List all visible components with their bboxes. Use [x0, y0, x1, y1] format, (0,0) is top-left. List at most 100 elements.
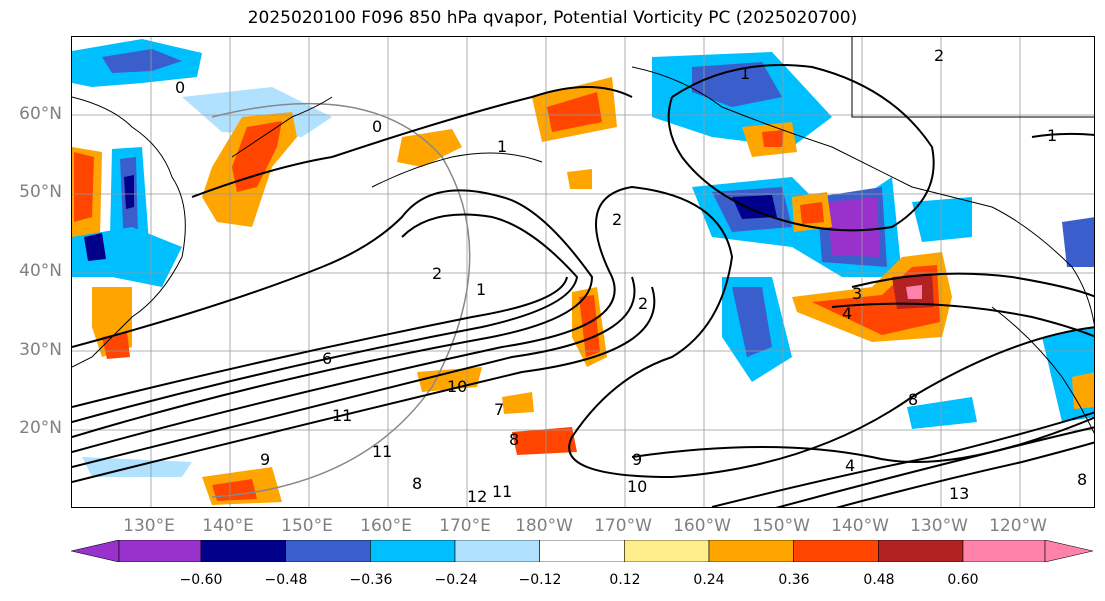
shade-blue — [907, 397, 977, 429]
shade-blue-dark — [732, 287, 772, 357]
shade-blue-dark — [692, 62, 782, 107]
shade-navy — [124, 175, 134, 209]
colorbar-tick: 0.60 — [947, 572, 979, 588]
shade-red — [800, 202, 824, 224]
contour-label: 0 — [175, 78, 185, 97]
lon-label-130e: 130°E — [123, 516, 175, 536]
contour-label: 13 — [949, 484, 969, 503]
contour-label: 2 — [612, 210, 622, 229]
lon-label-140e: 140°E — [202, 516, 254, 536]
lon-label-170e: 170°E — [439, 516, 491, 536]
contour-labels: 1 2 0 2 1 0 1 2 3 4 1 6 10 11 9 7 8 9 10… — [175, 46, 1087, 506]
colorbar-tick: 0.12 — [609, 572, 641, 588]
contour-label: 8 — [908, 390, 918, 409]
graticule — [72, 37, 1094, 507]
lon-label-180w: 180°W — [515, 516, 573, 536]
lat-label-20n: 20°N — [19, 418, 62, 438]
colorbar-tick: 0.24 — [693, 572, 725, 588]
lat-label-60n: 60°N — [19, 104, 62, 124]
coastlines — [72, 37, 1094, 434]
shade-blue — [912, 197, 972, 242]
colorbar-segment — [962, 540, 1046, 562]
colorbar-tick: −0.24 — [434, 572, 478, 588]
contour-label: 4 — [842, 304, 852, 323]
contour-label: 10 — [627, 477, 647, 496]
contour-label: 0 — [372, 117, 382, 136]
colorbar-segment — [285, 540, 371, 562]
lon-label-160e: 160°E — [360, 516, 412, 536]
contour-label: 9 — [632, 450, 642, 469]
lon-label-120w: 120°W — [989, 516, 1047, 536]
contour-label: 1 — [740, 64, 750, 83]
lon-label-160w: 160°W — [673, 516, 731, 536]
lon-label-170w: 170°W — [594, 516, 652, 536]
colorbar-extend-high — [1044, 540, 1093, 562]
contour-label: 1 — [1047, 126, 1057, 145]
contour-label: 6 — [322, 349, 332, 368]
colorbar-segment — [200, 540, 286, 562]
lat-label-50n: 50°N — [19, 182, 62, 202]
shade-red — [547, 92, 602, 132]
lon-label-150w: 150°W — [752, 516, 810, 536]
colorbar-segment — [118, 540, 202, 562]
shade-pink — [906, 285, 922, 299]
contour-label: 8 — [412, 474, 422, 493]
lon-label-150e: 150°E — [281, 516, 333, 536]
colorbar-tick: −0.12 — [518, 572, 562, 588]
contour-label: 8 — [1077, 470, 1087, 489]
shade-orange — [502, 392, 534, 414]
lon-label-140w: 140°W — [831, 516, 889, 536]
shade-red — [74, 152, 94, 222]
shade-red — [232, 121, 282, 192]
colorbar — [71, 540, 1093, 562]
contour-label: 10 — [447, 377, 467, 396]
shade-red — [102, 332, 130, 359]
contour-label: 2 — [638, 294, 648, 313]
colorbar-tick: −0.36 — [349, 572, 393, 588]
shade-red — [762, 130, 784, 147]
contour-label: 11 — [372, 442, 392, 461]
contour-label: 12 — [467, 487, 487, 506]
colorbar-segment — [454, 540, 540, 562]
colorbar-segment — [370, 540, 456, 562]
contour-label: 11 — [332, 406, 352, 425]
colorbar-segment — [708, 540, 794, 562]
shade-orange — [567, 169, 592, 189]
contour-label: 3 — [852, 284, 862, 303]
lat-label-30n: 30°N — [19, 340, 62, 360]
contour-label: 8 — [509, 430, 519, 449]
colorbar-tick: −0.60 — [179, 572, 223, 588]
shaded-fields — [72, 39, 1094, 505]
colorbar-segment — [878, 540, 964, 562]
shade-purple — [827, 197, 880, 257]
colorbar-segment — [624, 540, 710, 562]
colorbar-segment — [539, 540, 625, 562]
pv-contours — [72, 64, 1094, 507]
shade-navy — [732, 195, 777, 219]
shade-navy — [84, 233, 106, 261]
colorbar-extend-low — [71, 540, 120, 562]
colorbar-tick: 0.48 — [863, 572, 895, 588]
contour-label: 1 — [476, 280, 486, 299]
contour-label: 1 — [497, 137, 507, 156]
contour-label: 7 — [494, 400, 504, 419]
colorbar-tick: 0.36 — [778, 572, 810, 588]
contour-label: 2 — [934, 46, 944, 65]
grey-circle — [211, 102, 471, 498]
shade-orange — [397, 129, 462, 167]
colorbar-segment — [793, 540, 879, 562]
shade-orange — [1072, 372, 1094, 409]
contour-label: 2 — [432, 264, 442, 283]
lon-label-130w: 130°W — [910, 516, 968, 536]
colorbar-tick: −0.48 — [264, 572, 308, 588]
map-canvas: 1 2 0 2 1 0 1 2 3 4 1 6 10 11 9 7 8 9 10… — [72, 37, 1094, 507]
lat-label-40n: 40°N — [19, 261, 62, 281]
contour-label: 9 — [260, 450, 270, 469]
contour-label: 11 — [492, 482, 512, 501]
contour-label: 4 — [845, 456, 855, 475]
shade-blue-dark — [1062, 217, 1094, 267]
map-title: 2025020100 F096 850 hPa qvapor, Potentia… — [247, 8, 858, 28]
shade-red — [512, 427, 577, 455]
map-panel: 1 2 0 2 1 0 1 2 3 4 1 6 10 11 9 7 8 9 10… — [71, 36, 1095, 508]
shade-blue-dark — [102, 49, 182, 73]
